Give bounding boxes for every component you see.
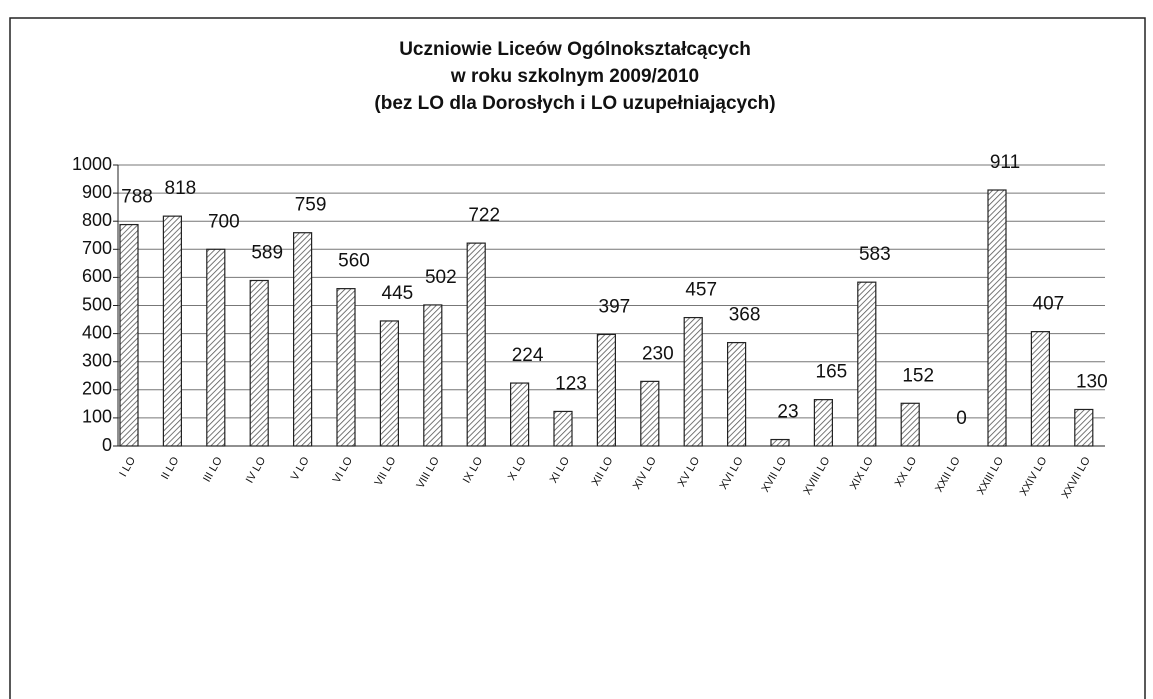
y-tick-label: 300 <box>82 350 112 370</box>
bar <box>553 410 573 447</box>
bar <box>596 333 617 447</box>
value-label: 722 <box>468 205 500 226</box>
bar <box>379 320 399 447</box>
value-label: 911 <box>990 152 1020 173</box>
bar <box>510 382 530 447</box>
y-tick-label: 1000 <box>72 154 112 174</box>
value-label: 502 <box>425 267 457 288</box>
value-label: 818 <box>165 178 197 199</box>
chart-title: w roku szkolnym 2009/2010 <box>450 66 699 87</box>
bar <box>900 402 920 447</box>
y-tick-label: 500 <box>82 294 112 314</box>
y-tick-label: 0 <box>102 435 112 455</box>
value-label: 583 <box>859 244 891 265</box>
value-label: 700 <box>208 211 240 232</box>
value-label: 589 <box>251 243 283 264</box>
value-label: 0 <box>956 408 967 429</box>
value-label: 759 <box>295 195 327 216</box>
value-label: 560 <box>338 251 370 272</box>
y-tick-label: 100 <box>82 407 112 427</box>
chart-title: (bez LO dla Dorosłych i LO uzupełniający… <box>374 93 775 114</box>
value-label: 123 <box>555 373 587 394</box>
value-label: 230 <box>642 343 674 364</box>
bar <box>162 215 182 447</box>
bar <box>249 279 269 447</box>
bar <box>336 288 356 447</box>
bar <box>770 438 790 447</box>
value-label: 152 <box>902 365 934 386</box>
frame <box>9 17 1146 699</box>
bar <box>293 232 313 447</box>
value-label: 224 <box>512 345 544 366</box>
y-tick-label: 400 <box>82 322 112 342</box>
value-label: 788 <box>121 187 153 208</box>
y-tick-label: 600 <box>82 266 112 286</box>
value-label: 23 <box>777 402 798 423</box>
bar <box>987 189 1007 447</box>
y-tick-label: 700 <box>82 238 112 258</box>
bar <box>466 242 486 447</box>
bar <box>813 399 834 447</box>
bar <box>1074 408 1094 447</box>
bar <box>640 380 660 447</box>
y-tick-label: 200 <box>82 379 112 399</box>
bar <box>857 281 877 447</box>
value-label: 130 <box>1076 371 1108 392</box>
bar <box>683 316 703 447</box>
bar <box>423 304 443 447</box>
y-tick-label: 900 <box>82 182 112 202</box>
value-label: 397 <box>599 296 631 317</box>
bar <box>1030 331 1051 447</box>
value-label: 407 <box>1033 294 1065 315</box>
bar <box>726 341 747 447</box>
chart-title: Uczniowie Liceów Ogólnokształcących <box>399 39 751 60</box>
y-tick-label: 800 <box>82 210 112 230</box>
value-label: 368 <box>729 305 761 326</box>
value-label: 165 <box>816 362 848 383</box>
value-label: 457 <box>685 280 717 301</box>
bar <box>119 223 139 447</box>
bar <box>206 248 226 447</box>
value-label: 445 <box>382 283 414 304</box>
